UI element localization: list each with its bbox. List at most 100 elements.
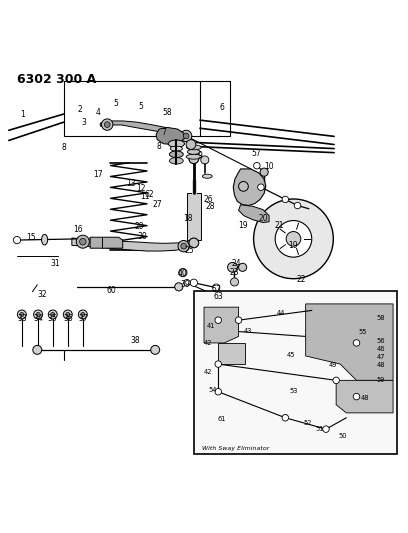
Circle shape	[260, 168, 268, 176]
Circle shape	[215, 389, 222, 395]
Text: 6302 300 A: 6302 300 A	[17, 74, 96, 86]
Circle shape	[63, 310, 72, 319]
Circle shape	[36, 312, 40, 317]
Text: 4: 4	[96, 108, 101, 117]
Text: 21: 21	[275, 221, 284, 230]
Ellipse shape	[202, 174, 212, 178]
Text: 41: 41	[207, 323, 215, 329]
Text: 11: 11	[140, 192, 150, 200]
Circle shape	[81, 312, 85, 317]
Circle shape	[286, 231, 301, 246]
Text: 26: 26	[203, 195, 213, 204]
Ellipse shape	[169, 158, 183, 164]
Polygon shape	[90, 237, 123, 248]
Circle shape	[181, 244, 186, 249]
Text: 15: 15	[27, 233, 36, 242]
Circle shape	[333, 377, 339, 384]
Text: 48: 48	[360, 395, 369, 401]
Text: 24: 24	[232, 259, 242, 268]
Text: 58: 58	[163, 108, 172, 117]
Circle shape	[178, 240, 189, 252]
Circle shape	[76, 235, 89, 248]
Text: 62: 62	[144, 190, 154, 199]
Circle shape	[66, 312, 70, 317]
Text: 28: 28	[205, 202, 215, 211]
Polygon shape	[204, 307, 239, 343]
Circle shape	[275, 221, 312, 257]
Circle shape	[184, 279, 190, 286]
Text: 48: 48	[377, 362, 385, 368]
Text: 59: 59	[377, 376, 385, 383]
Text: 51: 51	[316, 426, 324, 432]
Circle shape	[239, 182, 248, 191]
Text: 36: 36	[63, 313, 73, 322]
Circle shape	[213, 293, 220, 299]
Circle shape	[186, 140, 196, 149]
Circle shape	[179, 269, 187, 277]
Ellipse shape	[170, 146, 182, 151]
Text: 49: 49	[329, 362, 337, 368]
Text: 10: 10	[264, 163, 274, 172]
Circle shape	[201, 156, 209, 164]
Text: 12: 12	[136, 184, 146, 193]
Circle shape	[189, 154, 199, 164]
Text: 19: 19	[238, 221, 247, 230]
Circle shape	[258, 184, 264, 190]
Circle shape	[215, 361, 222, 367]
Text: 55: 55	[358, 329, 367, 335]
Text: 6: 6	[220, 103, 225, 111]
Ellipse shape	[186, 145, 201, 150]
Text: 17: 17	[93, 170, 103, 179]
Text: 58: 58	[377, 314, 385, 321]
Text: 2: 2	[78, 106, 82, 115]
Text: 35: 35	[48, 313, 58, 322]
Circle shape	[294, 202, 301, 209]
Circle shape	[51, 312, 55, 317]
Text: 38: 38	[131, 336, 140, 345]
Text: 5: 5	[139, 102, 144, 111]
Text: 20: 20	[258, 214, 268, 223]
Text: 63: 63	[213, 293, 223, 302]
Text: 52: 52	[304, 421, 312, 426]
Text: 16: 16	[73, 224, 83, 233]
Polygon shape	[336, 381, 393, 413]
Text: 25: 25	[185, 246, 195, 255]
Text: 44: 44	[277, 310, 286, 317]
Polygon shape	[100, 121, 190, 137]
Text: 42: 42	[204, 369, 212, 375]
Text: 9: 9	[197, 151, 202, 160]
Text: 57: 57	[211, 285, 221, 294]
Polygon shape	[72, 238, 188, 251]
Circle shape	[353, 340, 360, 346]
Text: 43: 43	[244, 328, 252, 334]
Text: 56: 56	[377, 338, 385, 344]
Text: 34: 34	[33, 313, 43, 322]
Text: 50: 50	[338, 433, 346, 440]
Circle shape	[190, 279, 197, 286]
Text: 60: 60	[106, 286, 116, 295]
Text: 32: 32	[38, 289, 47, 298]
Text: 13: 13	[126, 179, 135, 188]
Text: 3: 3	[82, 118, 86, 127]
Circle shape	[353, 393, 360, 400]
Circle shape	[104, 122, 110, 127]
Circle shape	[80, 238, 86, 245]
Ellipse shape	[169, 151, 183, 158]
Circle shape	[231, 278, 239, 286]
Text: 33: 33	[17, 313, 27, 322]
Text: 1: 1	[21, 109, 25, 118]
Polygon shape	[233, 169, 266, 206]
Circle shape	[215, 317, 222, 324]
Circle shape	[254, 199, 333, 279]
Circle shape	[13, 237, 21, 244]
Circle shape	[33, 345, 42, 354]
Circle shape	[18, 310, 26, 319]
Polygon shape	[239, 205, 269, 223]
Circle shape	[228, 262, 237, 272]
Circle shape	[323, 426, 329, 432]
Text: 29: 29	[134, 222, 144, 231]
Bar	[186, 193, 201, 240]
Circle shape	[282, 196, 288, 203]
Polygon shape	[156, 127, 184, 144]
Circle shape	[175, 283, 183, 291]
